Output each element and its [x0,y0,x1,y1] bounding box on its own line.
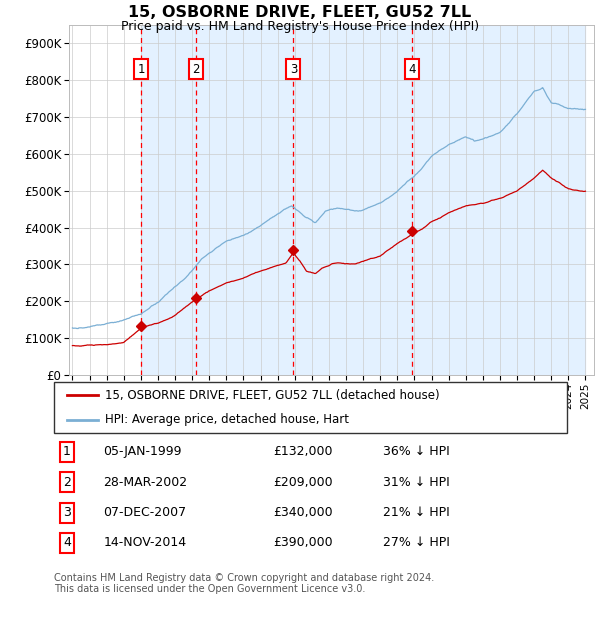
Text: £340,000: £340,000 [273,506,333,519]
Text: 28-MAR-2002: 28-MAR-2002 [104,476,188,489]
Text: Contains HM Land Registry data © Crown copyright and database right 2024.
This d: Contains HM Land Registry data © Crown c… [54,573,434,595]
Bar [412,25,586,375]
Text: 36% ↓ HPI: 36% ↓ HPI [383,445,449,458]
Bar [196,25,293,375]
Bar [141,25,196,375]
Text: Price paid vs. HM Land Registry's House Price Index (HPI): Price paid vs. HM Land Registry's House … [121,20,479,33]
Text: 07-DEC-2007: 07-DEC-2007 [104,506,187,519]
Text: £390,000: £390,000 [273,536,333,549]
FancyBboxPatch shape [54,382,567,433]
Text: 21% ↓ HPI: 21% ↓ HPI [383,506,449,519]
Text: 4: 4 [63,536,71,549]
Text: 27% ↓ HPI: 27% ↓ HPI [383,536,450,549]
Text: 2: 2 [63,476,71,489]
Text: 15, OSBORNE DRIVE, FLEET, GU52 7LL: 15, OSBORNE DRIVE, FLEET, GU52 7LL [128,5,472,20]
Text: 1: 1 [63,445,71,458]
Text: 05-JAN-1999: 05-JAN-1999 [104,445,182,458]
Text: 15, OSBORNE DRIVE, FLEET, GU52 7LL (detached house): 15, OSBORNE DRIVE, FLEET, GU52 7LL (deta… [106,389,440,402]
Text: 4: 4 [409,63,416,76]
Text: 3: 3 [63,506,71,519]
Text: 31% ↓ HPI: 31% ↓ HPI [383,476,449,489]
Text: 2: 2 [193,63,200,76]
Text: 3: 3 [290,63,297,76]
Bar [293,25,412,375]
Text: £132,000: £132,000 [273,445,333,458]
Text: 1: 1 [137,63,145,76]
Text: £209,000: £209,000 [273,476,333,489]
Text: HPI: Average price, detached house, Hart: HPI: Average price, detached house, Hart [106,413,349,426]
Text: 14-NOV-2014: 14-NOV-2014 [104,536,187,549]
